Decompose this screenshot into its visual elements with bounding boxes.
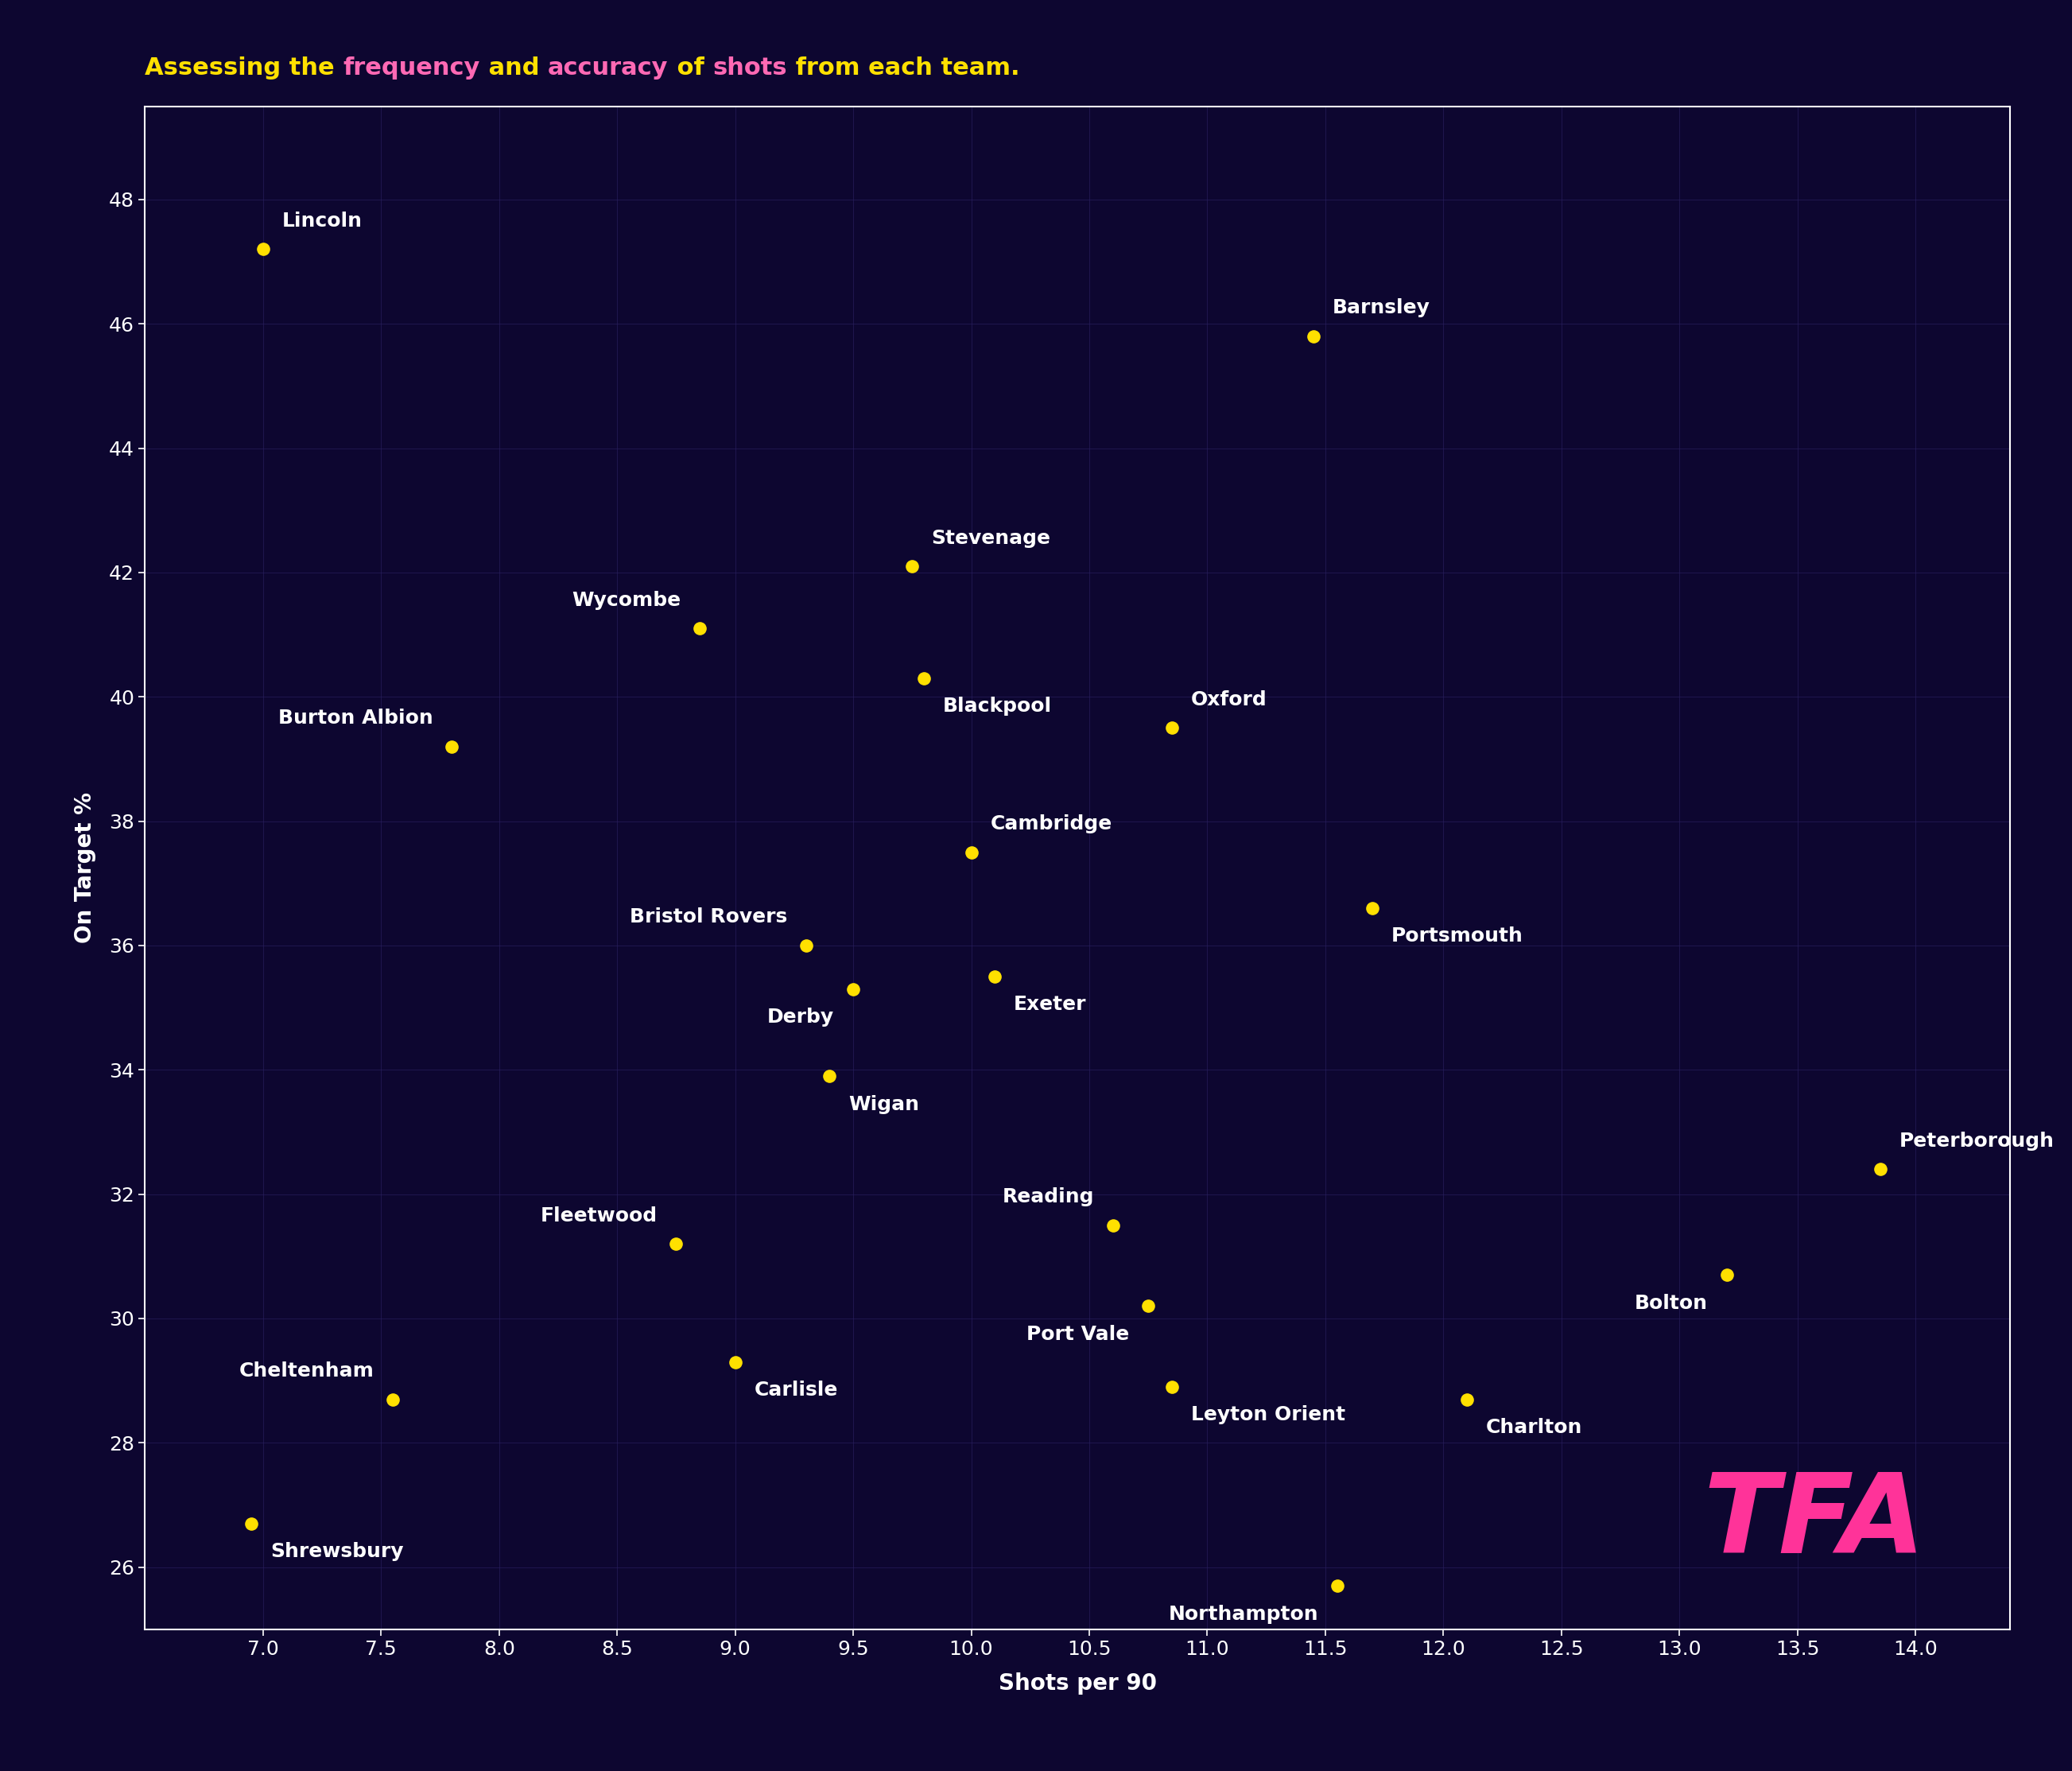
Text: Barnsley: Barnsley bbox=[1332, 299, 1430, 317]
Point bbox=[377, 1385, 410, 1413]
Point bbox=[1156, 714, 1189, 742]
Point bbox=[789, 932, 823, 960]
Text: and: and bbox=[481, 57, 547, 80]
Point bbox=[1297, 322, 1330, 351]
Point bbox=[234, 1509, 267, 1537]
Point bbox=[908, 664, 941, 692]
Text: shots: shots bbox=[713, 57, 787, 80]
Text: Charlton: Charlton bbox=[1486, 1419, 1583, 1436]
Text: Port Vale: Port Vale bbox=[1026, 1325, 1129, 1344]
Text: Cambridge: Cambridge bbox=[990, 815, 1113, 834]
Point bbox=[435, 733, 468, 762]
Text: Bristol Rovers: Bristol Rovers bbox=[630, 909, 787, 926]
Point bbox=[1131, 1291, 1164, 1319]
Text: Reading: Reading bbox=[1003, 1188, 1094, 1206]
X-axis label: Shots per 90: Shots per 90 bbox=[999, 1672, 1156, 1695]
Text: frequency: frequency bbox=[344, 57, 481, 80]
Text: Northampton: Northampton bbox=[1169, 1605, 1318, 1624]
Text: Exeter: Exeter bbox=[1013, 995, 1086, 1015]
Point bbox=[247, 236, 280, 264]
Text: Wycombe: Wycombe bbox=[572, 592, 682, 609]
Y-axis label: On Target %: On Target % bbox=[75, 792, 95, 944]
Point bbox=[659, 1229, 692, 1257]
Text: Stevenage: Stevenage bbox=[930, 528, 1051, 547]
Point bbox=[719, 1348, 752, 1376]
Point bbox=[1355, 894, 1388, 923]
Point bbox=[978, 962, 1011, 990]
Text: Bolton: Bolton bbox=[1635, 1293, 1707, 1312]
Point bbox=[1156, 1373, 1189, 1401]
Point bbox=[955, 838, 988, 866]
Text: Oxford: Oxford bbox=[1191, 691, 1266, 708]
Text: Burton Albion: Burton Albion bbox=[278, 708, 433, 728]
Point bbox=[1863, 1155, 1896, 1183]
Text: Fleetwood: Fleetwood bbox=[541, 1206, 657, 1226]
Text: Derby: Derby bbox=[767, 1008, 835, 1027]
Text: Wigan: Wigan bbox=[847, 1094, 920, 1114]
Text: Portsmouth: Portsmouth bbox=[1392, 926, 1523, 946]
Point bbox=[1450, 1385, 1484, 1413]
Text: Shrewsbury: Shrewsbury bbox=[269, 1543, 404, 1562]
Text: Assessing the: Assessing the bbox=[145, 57, 344, 80]
Point bbox=[684, 615, 717, 643]
Text: Leyton Orient: Leyton Orient bbox=[1191, 1406, 1345, 1424]
Text: from each team.: from each team. bbox=[787, 57, 1019, 80]
Text: TFA: TFA bbox=[1703, 1468, 1925, 1576]
Point bbox=[895, 553, 928, 581]
Text: Lincoln: Lincoln bbox=[282, 211, 363, 230]
Text: Carlisle: Carlisle bbox=[754, 1381, 837, 1399]
Text: Cheltenham: Cheltenham bbox=[238, 1362, 375, 1381]
Point bbox=[1096, 1211, 1129, 1240]
Point bbox=[837, 974, 870, 1002]
Text: Blackpool: Blackpool bbox=[943, 696, 1053, 715]
Text: of: of bbox=[669, 57, 713, 80]
Text: Peterborough: Peterborough bbox=[1898, 1132, 2053, 1151]
Point bbox=[1709, 1261, 1743, 1289]
Point bbox=[1320, 1571, 1353, 1599]
Point bbox=[812, 1063, 845, 1091]
Text: accuracy: accuracy bbox=[547, 57, 669, 80]
